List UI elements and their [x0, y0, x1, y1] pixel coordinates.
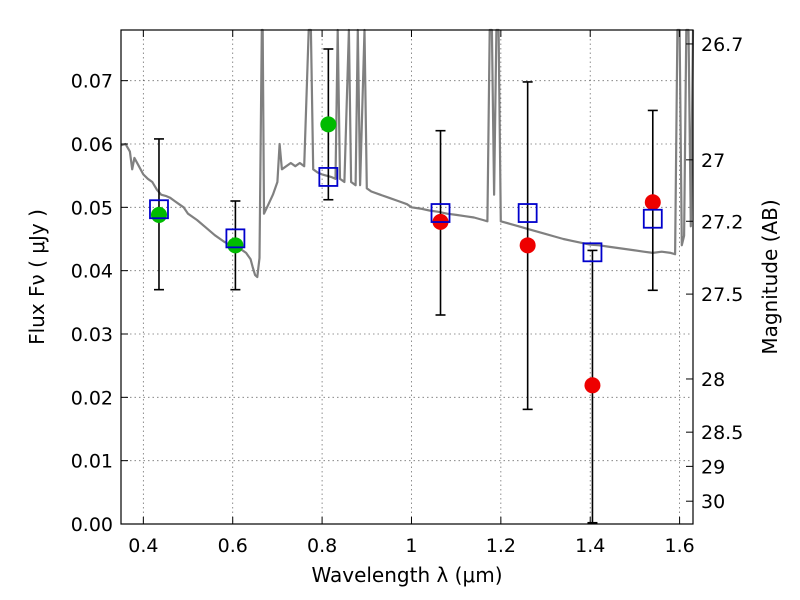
y-tick-label: 0.05	[71, 197, 113, 219]
right-tick-label: 27.2	[701, 211, 743, 233]
data-point-square	[430, 203, 451, 223]
data-point-circle	[227, 237, 244, 254]
data-point-square	[582, 242, 603, 263]
x-tick-label: 1.4	[575, 535, 605, 557]
data-point-square	[318, 167, 339, 187]
y-axis-label: Flux Fν ( μJy )	[25, 209, 49, 345]
x-tick-labels: 0.4 0.6 0.8 1 1.2 1.4 1.6	[128, 535, 694, 557]
x-tick-label: 0.4	[128, 535, 158, 557]
right-tick-label: 26.7	[701, 34, 743, 56]
data-point-square	[642, 208, 663, 229]
right-tick-label: 27.5	[701, 284, 743, 306]
right-tick-label: 29	[701, 456, 725, 478]
plot-frame	[120, 29, 694, 525]
data-point-circle	[644, 194, 661, 211]
y-tick-label: 0.00	[71, 514, 113, 536]
data-point-square	[517, 203, 538, 223]
y-tick-label: 0.07	[71, 71, 113, 93]
data-point-circle	[519, 237, 536, 254]
right-tick-label: 30	[701, 491, 725, 513]
grid	[121, 30, 693, 524]
right-tick-label: 28.5	[701, 422, 743, 444]
error-bars	[153, 48, 658, 524]
x-axis-label: Wavelength λ (μm)	[311, 563, 502, 587]
axis-ticks	[121, 30, 693, 525]
data-point-square	[149, 199, 169, 220]
x-tick-label: 1.6	[664, 535, 694, 557]
right-tick-label: 27	[701, 150, 725, 172]
x-tick-label: 0.8	[307, 535, 337, 557]
right-tick-label: 28	[701, 369, 725, 391]
plot-area	[120, 28, 695, 525]
y-tick-labels: 0.00 0.01 0.02 0.03 0.04 0.05 0.06 0.07	[71, 71, 113, 536]
data-point-circle	[150, 206, 167, 223]
y-tick-label: 0.03	[71, 324, 113, 346]
data-point-square	[225, 228, 246, 249]
x-tick-label: 1	[405, 535, 417, 557]
data-point-circle	[584, 377, 601, 394]
y-tick-label: 0.02	[71, 387, 113, 409]
template-spectrum-line	[120, 28, 695, 279]
x-tick-label: 1.2	[486, 535, 516, 557]
data-markers	[149, 116, 663, 394]
y-tick-label: 0.01	[71, 451, 113, 473]
x-tick-label: 0.6	[218, 535, 248, 557]
right-tick-labels: 26.7 27 27.2 27.5 28 28.5 29 30	[701, 34, 743, 513]
y-tick-label: 0.04	[71, 261, 113, 283]
right-axis-label: Magnitude (AB)	[758, 199, 782, 354]
data-point-circle	[320, 116, 337, 133]
y-tick-label: 0.06	[71, 134, 113, 156]
